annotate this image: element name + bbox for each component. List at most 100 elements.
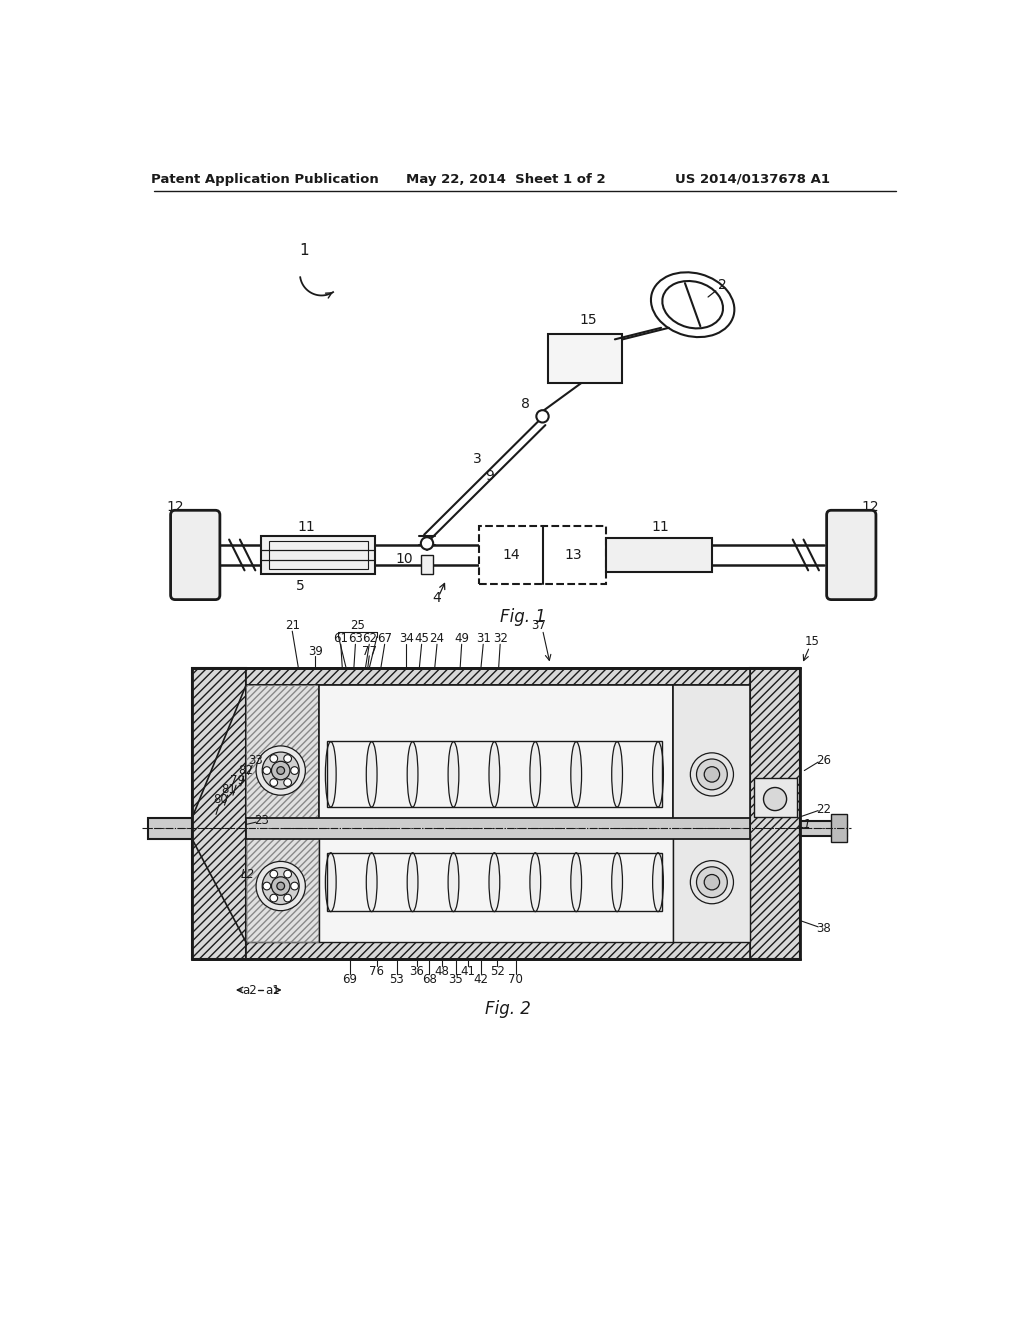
Text: 15: 15 — [580, 313, 598, 327]
Bar — [478, 525, 606, 585]
Bar — [246, 834, 319, 942]
Text: 61: 61 — [333, 632, 348, 645]
Bar — [421, 554, 433, 574]
Circle shape — [270, 779, 278, 787]
Ellipse shape — [529, 742, 541, 807]
Text: 76: 76 — [370, 965, 384, 978]
Ellipse shape — [449, 742, 459, 807]
Bar — [261, 536, 376, 574]
Text: Fig. 2: Fig. 2 — [485, 1001, 530, 1018]
Bar — [606, 539, 712, 572]
Text: L1: L1 — [798, 818, 811, 832]
Text: 63: 63 — [348, 632, 362, 645]
Text: 37: 37 — [531, 619, 546, 632]
Bar — [801, 821, 847, 836]
Bar — [327, 742, 662, 807]
Ellipse shape — [570, 742, 582, 807]
Circle shape — [690, 752, 733, 796]
Circle shape — [284, 779, 292, 787]
Bar — [319, 834, 674, 942]
FancyBboxPatch shape — [826, 511, 876, 599]
Circle shape — [271, 762, 290, 780]
FancyBboxPatch shape — [171, 511, 220, 599]
Bar — [674, 834, 751, 942]
Circle shape — [696, 867, 727, 898]
Ellipse shape — [652, 853, 664, 912]
Circle shape — [270, 894, 278, 902]
Text: 9: 9 — [484, 469, 494, 483]
Bar — [751, 668, 801, 960]
Bar — [147, 817, 193, 840]
Text: 80: 80 — [213, 792, 228, 805]
Circle shape — [262, 752, 299, 789]
Text: 4: 4 — [433, 591, 441, 605]
Text: 21: 21 — [285, 619, 300, 632]
Bar — [246, 685, 751, 942]
Ellipse shape — [489, 742, 500, 807]
Text: a2: a2 — [243, 983, 257, 997]
Text: 53: 53 — [389, 973, 404, 986]
Text: 11: 11 — [651, 520, 670, 535]
Ellipse shape — [408, 742, 418, 807]
Bar — [246, 817, 751, 840]
Text: 3: 3 — [473, 451, 482, 466]
Text: 15: 15 — [805, 635, 819, 648]
Text: 42: 42 — [473, 973, 488, 986]
Text: 2: 2 — [718, 279, 726, 293]
Text: 82: 82 — [239, 764, 254, 777]
Circle shape — [271, 876, 290, 895]
Ellipse shape — [326, 853, 336, 912]
Circle shape — [284, 894, 292, 902]
Text: 39: 39 — [308, 644, 323, 657]
Text: 81: 81 — [221, 783, 237, 796]
Text: 33: 33 — [248, 754, 263, 767]
Text: US 2014/0137678 A1: US 2014/0137678 A1 — [675, 173, 830, 186]
Text: 31: 31 — [476, 632, 490, 645]
Text: 22: 22 — [816, 803, 831, 816]
Bar — [269, 541, 368, 569]
Text: 34: 34 — [398, 632, 414, 645]
Ellipse shape — [529, 853, 541, 912]
Text: 77: 77 — [361, 644, 377, 657]
Circle shape — [421, 537, 433, 549]
Text: Fig. 1: Fig. 1 — [501, 607, 546, 626]
Text: 13: 13 — [564, 548, 582, 562]
Bar — [319, 685, 674, 942]
Circle shape — [256, 862, 305, 911]
Bar — [548, 334, 622, 383]
Text: May 22, 2014  Sheet 1 of 2: May 22, 2014 Sheet 1 of 2 — [406, 173, 605, 186]
Circle shape — [263, 882, 270, 890]
Text: 41: 41 — [461, 965, 475, 978]
Text: 70: 70 — [508, 973, 523, 986]
Ellipse shape — [611, 742, 623, 807]
Circle shape — [690, 861, 733, 904]
Circle shape — [270, 870, 278, 878]
Bar — [674, 685, 751, 942]
Text: 49: 49 — [455, 632, 469, 645]
Bar — [246, 942, 751, 960]
Text: 68: 68 — [422, 973, 437, 986]
Bar — [327, 853, 662, 911]
Text: 24: 24 — [429, 632, 444, 645]
Text: 23: 23 — [254, 814, 269, 828]
Text: 45: 45 — [414, 632, 429, 645]
Circle shape — [291, 882, 298, 890]
Bar — [246, 685, 319, 942]
Text: 12: 12 — [861, 500, 879, 515]
Text: 38: 38 — [816, 921, 830, 935]
Text: Patent Application Publication: Patent Application Publication — [152, 173, 379, 186]
Ellipse shape — [408, 853, 418, 912]
Text: 48: 48 — [434, 965, 450, 978]
Circle shape — [537, 411, 549, 422]
Ellipse shape — [489, 853, 500, 912]
Text: 1: 1 — [299, 243, 308, 259]
Bar — [246, 668, 751, 685]
Text: 79: 79 — [230, 774, 245, 787]
Bar — [246, 685, 319, 942]
Text: L2: L2 — [241, 869, 255, 880]
Circle shape — [291, 767, 298, 775]
Circle shape — [696, 759, 727, 789]
Text: 67: 67 — [377, 632, 392, 645]
Text: 5: 5 — [296, 578, 304, 593]
Circle shape — [705, 874, 720, 890]
